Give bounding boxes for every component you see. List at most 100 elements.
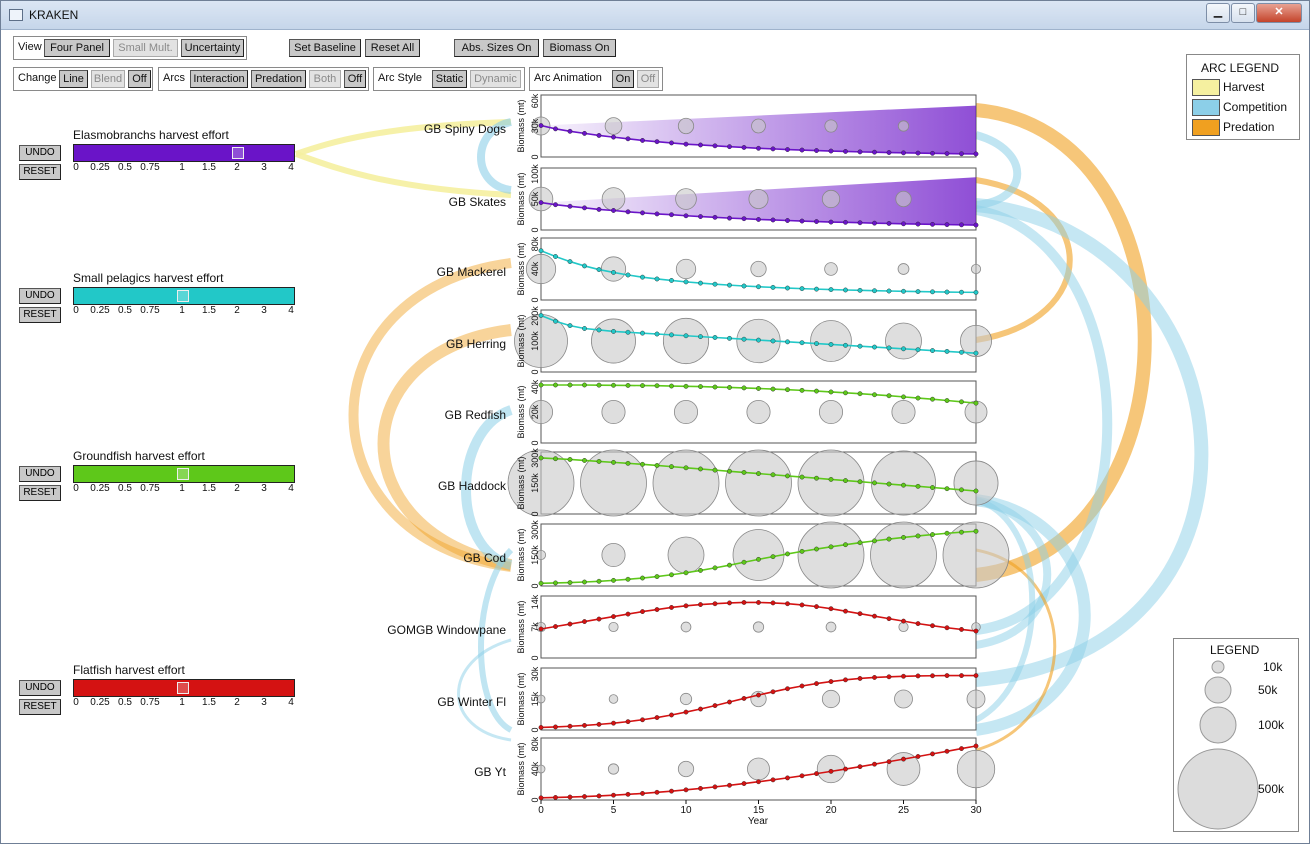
arcs-off-button[interactable]: Off [344,70,366,88]
title-bar[interactable]: KRAKEN ▁ □ ✕ [1,1,1309,30]
data-point [930,348,935,353]
legend-bubble-100k [1199,706,1237,744]
species-panel[interactable]: 0 40k 80k Biomass (mt) GB Mackerel [437,236,982,303]
species-panels: 0 30k 60k Biomass (mt) GB Spiny Dogs 0 50k 100k… [387,93,1010,827]
arcs-predation-button[interactable]: Predation [251,70,306,88]
data-point [567,323,573,328]
species-panel[interactable]: 0 40k 80k Biomass (mt) GB Yt [474,736,996,803]
species-panel[interactable]: 0 30k 60k Biomass (mt) GB Spiny Dogs [424,93,979,160]
data-point [785,551,790,557]
effort-slider-handle[interactable] [232,147,244,159]
reset-button[interactable]: RESET [19,699,61,715]
data-point [567,723,573,729]
arc-style-static-button[interactable]: Static [432,70,467,88]
species-label[interactable]: GB Spiny Dogs [424,122,506,136]
small-mult-button[interactable]: Small Mult. [113,39,178,57]
species-panel[interactable]: 0 100k 200k Biomass (mt) GB Herring [446,306,993,375]
data-point [886,674,892,680]
arcs-both-button[interactable]: Both [309,70,341,88]
competition-arc [478,547,514,733]
data-point [973,743,979,749]
effort-slider-track[interactable] [73,465,295,483]
reset-all-button[interactable]: Reset All [365,39,420,57]
species-label[interactable]: GB Haddock [438,479,507,493]
arc-animation-on-button[interactable]: On [612,70,634,88]
data-point [582,326,587,331]
change-off-button[interactable]: Off [128,70,151,88]
data-point [567,621,573,627]
data-point [828,476,834,482]
species-panel[interactable]: 0 50k 100k Biomass (mt) GB Skates [449,164,979,233]
data-point [596,578,602,584]
biomass-bubble [747,757,770,781]
data-point [843,608,848,614]
undo-button[interactable]: UNDO [19,680,61,696]
species-panel[interactable]: 0 20k 40k Biomass (mt) GB Redfish [445,379,988,446]
four-panel-button[interactable]: Four Panel [44,39,110,57]
effort-slider-track[interactable] [73,287,295,305]
data-point [683,603,689,609]
effort-slider-track[interactable] [73,144,295,162]
data-point [582,130,587,136]
data-point [654,383,660,389]
effort-slider-handle[interactable] [177,682,189,694]
change-line-button[interactable]: Line [59,70,88,88]
species-panel[interactable]: 0 7k 14k Biomass (mt) GOMGB Windowpane [387,594,981,661]
data-point [640,383,645,388]
biomass-bubble [970,263,982,275]
y-axis-label: Biomass (mt) [516,242,526,295]
uncertainty-button[interactable]: Uncertainty [181,39,244,57]
reset-button[interactable]: RESET [19,485,61,501]
biomass-bubble [507,449,575,517]
data-point [625,383,631,388]
minimize-button[interactable]: ▁ [1206,3,1230,23]
effort-slider-track[interactable] [73,679,295,697]
arc-style-dynamic-button[interactable]: Dynamic [470,70,521,88]
data-point [712,784,718,790]
species-label[interactable]: GB Redfish [445,408,506,422]
data-point [582,205,587,211]
species-panel[interactable]: 0 150k 300k Biomass (mt) GB Haddock [438,448,999,517]
data-point [785,285,790,291]
biomass-bubble [870,521,937,589]
undo-button[interactable]: UNDO [19,288,61,304]
data-point [567,203,573,209]
set-baseline-button[interactable]: Set Baseline [289,39,361,57]
species-label[interactable]: GB Skates [449,195,506,209]
reset-button[interactable]: RESET [19,164,61,180]
biomass-button[interactable]: Biomass On [543,39,616,57]
data-point [698,334,703,340]
data-point [973,400,979,406]
species-label[interactable]: GB Mackerel [437,265,506,279]
view-group: View Four Panel Small Mult. Uncertainty [13,36,247,60]
change-blend-button[interactable]: Blend [91,70,125,88]
biomass-bubble [675,258,697,280]
effort-slider-handle[interactable] [177,290,189,302]
data-point [828,342,834,347]
species-label[interactable]: GB Yt [474,765,506,779]
species-label[interactable]: GOMGB Windowpane [387,623,506,637]
species-label[interactable]: GB Cod [463,551,506,565]
species-label[interactable]: GB Winter Fl [437,695,506,709]
species-label[interactable]: GB Herring [446,337,506,351]
maximize-button[interactable]: □ [1231,3,1255,23]
data-point [944,289,950,295]
reset-button[interactable]: RESET [19,307,61,323]
species-panel[interactable]: 0 150k 300k Biomass (mt) GB Cod [463,520,1010,589]
biomass-bubble [956,749,996,789]
y-tick-label: 0 [530,583,540,588]
arcs-interaction-button[interactable]: Interaction [190,70,248,88]
data-point [959,673,964,678]
data-point [799,387,805,393]
undo-button[interactable]: UNDO [19,145,61,161]
species-panel[interactable]: 0 15k 30k Biomass (mt) GB Winter Fl [437,666,986,733]
abs-sizes-button[interactable]: Abs. Sizes On [454,39,539,57]
arc-animation-off-button[interactable]: Off [637,70,659,88]
data-point [973,628,979,634]
effort-tick-label: 1.5 [202,483,216,494]
close-button[interactable]: ✕ [1256,3,1302,23]
effort-tick-label: 1.5 [202,697,216,708]
undo-button[interactable]: UNDO [19,466,61,482]
y-tick-label: 100k [530,331,540,351]
effort-slider-handle[interactable] [177,468,189,480]
